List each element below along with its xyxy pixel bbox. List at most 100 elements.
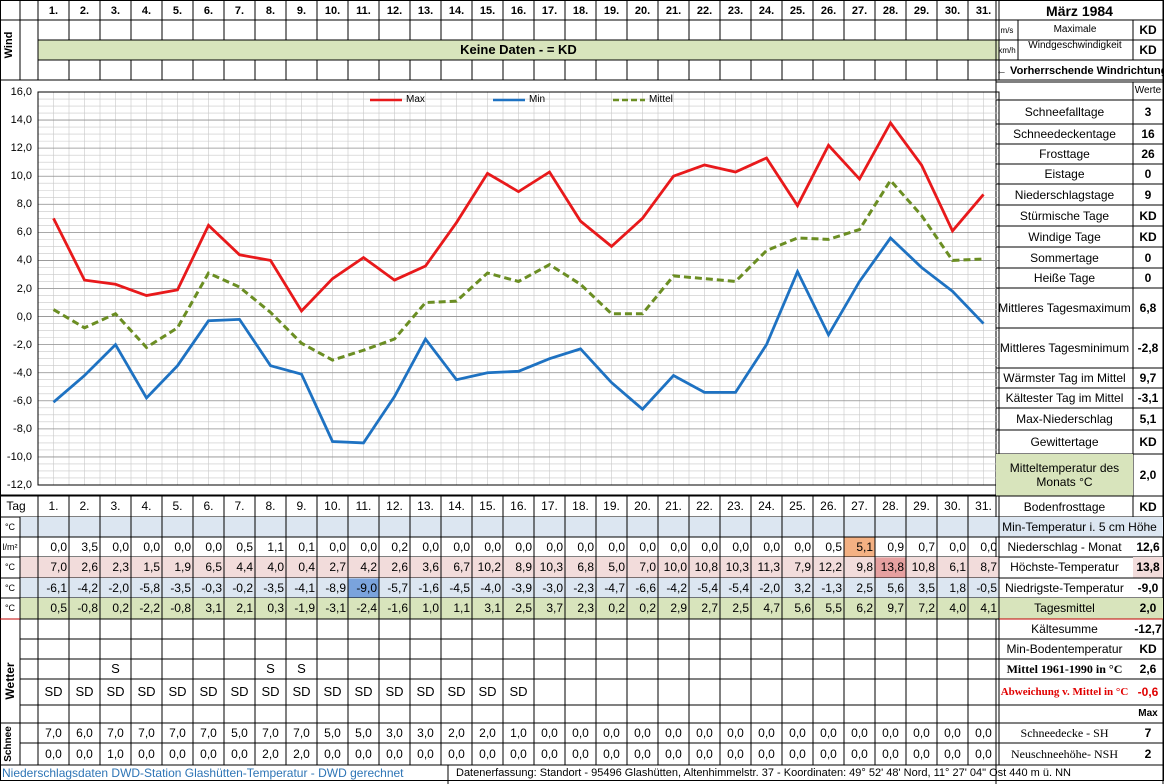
y-tick-label: 16,0 [10,86,32,98]
highlight-min-temp [348,578,379,598]
day-header: 28. [882,5,899,17]
cell-precip: 3,5 [81,540,98,554]
cell-precip: 0,0 [794,540,811,554]
cell-mean: 4,1 [980,601,997,615]
cell-sh: 2,0 [448,726,465,740]
day-label-bottom: 29. [913,499,930,513]
cell-precip: 0,0 [360,540,377,554]
cell-max: 7,0 [639,560,656,574]
day-label-bottom: 5. [172,499,183,513]
cell-max: 1,9 [174,560,191,574]
lower-value-kaeltesumme: -12,7 [1134,622,1162,636]
cell-nsh: 0,0 [944,747,961,761]
cell-min: -0,2 [232,581,253,595]
day-header: 4. [141,5,152,17]
stat-value: KD [1139,499,1157,514]
cell-precip: 0,0 [608,540,625,554]
day-header: 6. [203,5,214,17]
row-bg-min [20,578,999,598]
cell-min: 5,6 [887,581,904,595]
highlight-max-precip [844,537,875,557]
day-header: 12. [386,5,403,17]
cell-mean: 5,6 [794,601,811,615]
cell-nsh: 0,0 [882,747,899,761]
stat-value: -2,8 [1137,341,1159,355]
day-header: 27. [851,5,868,17]
wetter-snowfall: S [297,661,306,676]
cell-max: 2,3 [112,560,129,574]
wetter-snowfall: S [111,661,120,676]
unit-ms: m/s [1000,26,1014,35]
wetter-label: Wetter [3,662,17,700]
stat-label: Kältester Tag im Mittel [1005,391,1124,405]
row-bg-min5-right [996,517,1163,537]
cell-min: -0,3 [201,581,222,595]
cell-nsh: 0,0 [200,747,217,761]
stat-label: Mitteltemperatur des Monats °C [1009,461,1120,489]
cell-precip: 0,2 [391,540,408,554]
cell-sh: 5,0 [324,726,341,740]
stat-label: Mittleres Tagesminimum [999,341,1130,355]
row-label-max: Höchste-Temperatur [1010,560,1119,574]
lower-label-sh: Schneedecke - SH [1020,726,1109,740]
day-label-bottom: 12. [386,499,403,513]
cell-precip: 1,1 [267,540,284,554]
cell-min: 3,2 [794,581,811,595]
day-label-bottom: 18. [572,499,589,513]
day-label-bottom: 24. [758,499,775,513]
cell-precip: 0,0 [546,540,563,554]
lower-value-sh: 7 [1144,726,1152,740]
day-label-bottom: 2. [79,499,90,513]
max-wind-label: Maximale Windgeschwindigkeit [1028,24,1122,51]
cell-sh: 7,0 [107,726,124,740]
stat-value: KD [1139,229,1157,244]
cell-mean: 3,1 [484,601,501,615]
day-label-bottom: 4. [141,499,152,513]
cell-sh: 2,0 [479,726,496,740]
cell-nsh: 0,0 [510,747,527,761]
cell-min: 1,8 [949,581,966,595]
cell-precip: 0,0 [515,540,532,554]
cell-precip: 0,0 [143,540,160,554]
cell-sh: 0,0 [541,726,558,740]
cell-max: 10,0 [663,560,687,574]
cell-precip: 0,0 [670,540,687,554]
cell-nsh: 0,0 [603,747,620,761]
stat-label: Gewittertage [1030,435,1099,449]
cell-nsh: 0,0 [45,747,62,761]
y-tick-label: -6,0 [13,394,32,407]
cell-mean: 7,2 [918,601,935,615]
cell-sh: 0,0 [820,726,837,740]
stat-label: Schneefalltage [1024,105,1105,119]
cell-precip: 0,7 [918,540,935,554]
cell-mean: -2,4 [356,601,377,615]
day-header: 31. [975,5,992,17]
lower-value-minboden: KD [1139,642,1157,656]
cell-mean: -0,8 [170,601,191,615]
cell-mean: 3,1 [205,601,222,615]
tag-label: Tag [6,499,26,513]
cell-nsh: 0,0 [448,747,465,761]
cell-min: -6,6 [635,581,656,595]
day-label-bottom: 14. [448,499,465,513]
cell-min: -3,9 [511,581,532,595]
y-tick-label: 0,0 [16,310,32,323]
cell-min: -5,4 [728,581,749,595]
cell-nsh: 0,0 [572,747,589,761]
row-total-min: -9,0 [1137,581,1159,595]
cell-max: 7,0 [50,560,67,574]
cell-mean: 5,5 [825,601,842,615]
cell-mean: 3,7 [546,601,563,615]
cell-precip: 0,0 [112,540,129,554]
y-tick-label: -10,0 [6,450,32,463]
cell-sh: 0,0 [882,726,899,740]
schnee-label: Schnee [3,726,14,762]
y-tick-label: 2,0 [16,282,32,295]
dominant-wind-label: ← Vorherrschende Windrichtung [996,65,1163,77]
cell-sh: 7,0 [200,726,217,740]
series-line-min [52,235,985,445]
cell-max: 7,9 [794,560,811,574]
row-bg-min5 [20,517,999,537]
cell-precip: 0,0 [205,540,222,554]
